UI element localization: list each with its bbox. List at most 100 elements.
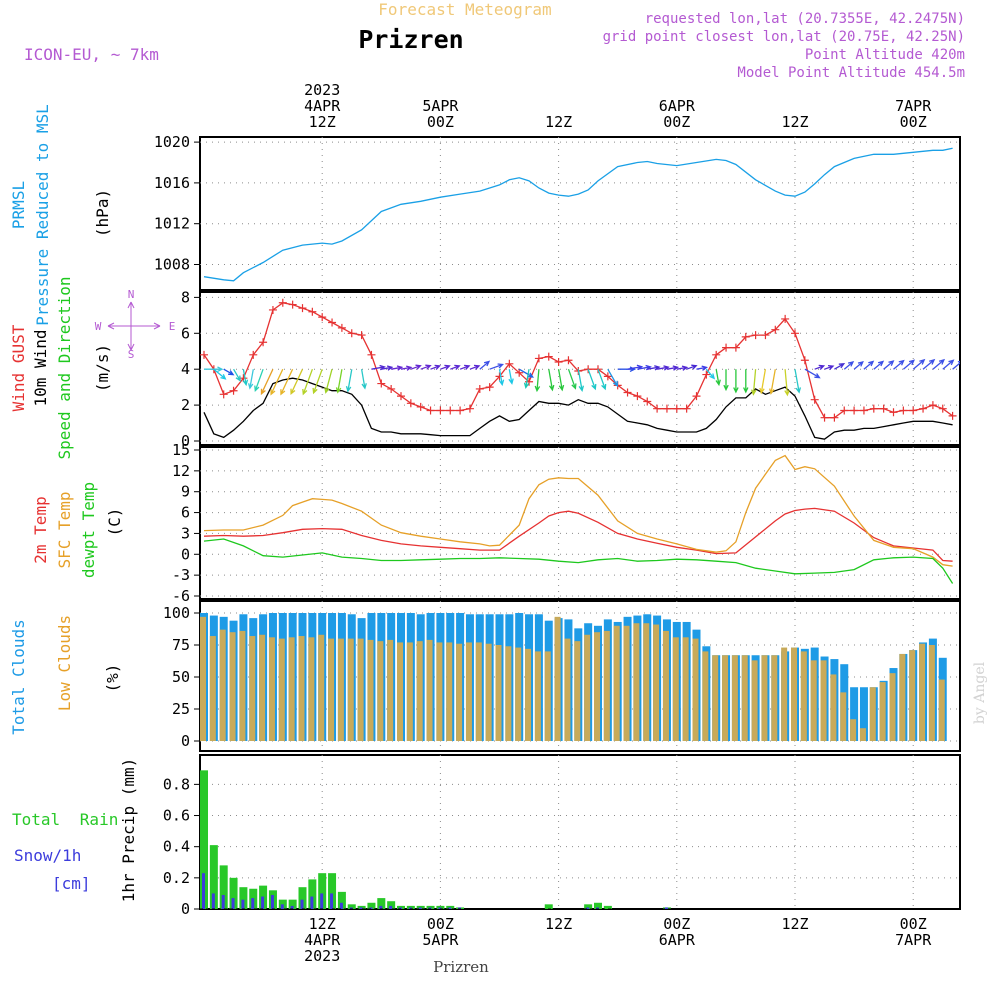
low-cloud-bar xyxy=(456,643,463,741)
low-cloud-bar xyxy=(554,616,561,741)
rain-bar xyxy=(337,891,346,909)
snow-bar xyxy=(664,907,668,909)
rain-bar xyxy=(387,901,396,909)
precip-side-labels: 1hr Precip (mm) Total Rain Snow/1h [cm] xyxy=(12,758,138,903)
gust-marker xyxy=(387,384,396,393)
gust-marker xyxy=(938,404,947,413)
gust-marker xyxy=(840,406,849,415)
low-cloud-bar xyxy=(653,624,660,741)
top-time-label: 12Z xyxy=(309,113,336,131)
low-cloud-bar xyxy=(662,630,669,741)
gust-marker xyxy=(259,338,268,347)
celsius-unit-label: (C) xyxy=(105,508,124,537)
wind-direction-arrow xyxy=(410,364,422,370)
low-cloud-bar xyxy=(574,641,581,741)
low-cloud-bar xyxy=(465,642,472,741)
pressure-panel: 1008 1012 1016 1020 xyxy=(154,133,961,291)
compass-w: W xyxy=(95,320,102,333)
y-tick-label: 0.2 xyxy=(163,869,190,887)
wind-direction-arrow xyxy=(430,364,442,370)
low-cloud-bar xyxy=(919,643,926,741)
wind-direction-arrow xyxy=(489,363,505,370)
wind-direction-arrow xyxy=(705,368,716,380)
temp-side-labels: 2m Temp SFC Temp dewpt Temp (C) xyxy=(31,482,124,578)
wind-direction-arrow xyxy=(508,369,514,385)
snow-bar xyxy=(339,902,343,909)
pressure-reduced-label: Pressure Reduced to MSL xyxy=(33,104,52,326)
snow-label: Snow/1h xyxy=(14,846,81,865)
low-cloud-bar xyxy=(613,625,620,741)
snow-bar xyxy=(428,907,432,909)
wind-direction-arrow xyxy=(932,358,946,370)
low-cloud-bar xyxy=(722,655,729,741)
y-tick-label: 12 xyxy=(172,462,190,480)
wind-direction-arrow xyxy=(479,360,491,370)
bottom-time-label: 12Z xyxy=(545,915,572,933)
gust-marker xyxy=(672,404,681,413)
wind-direction-arrow xyxy=(834,363,846,370)
low-cloud-bar xyxy=(347,638,354,741)
wind-side-labels: Wind GUST 10m Wind Speed and Direction (… xyxy=(9,276,175,459)
low-cloud-bar xyxy=(249,636,256,741)
gust-marker xyxy=(791,329,799,338)
low-cloud-bar xyxy=(436,642,443,741)
wind-direction-arrow xyxy=(759,369,767,395)
low-cloud-bar xyxy=(643,623,650,741)
pressure-side-labels: PRMSL Pressure Reduced to MSL (hPa) xyxy=(9,104,112,326)
gust-marker xyxy=(534,354,543,363)
gust-marker xyxy=(308,307,317,316)
gust-marker xyxy=(554,358,563,367)
low-cloud-bar xyxy=(446,642,453,741)
precip-panel: 0 0.2 0.4 0.6 0.8 xyxy=(163,754,961,918)
low-cloud-bar xyxy=(909,650,916,741)
wind-direction-arrow xyxy=(607,368,619,388)
gust-marker xyxy=(653,404,662,413)
compass-n: N xyxy=(128,288,135,301)
y-tick-label: 0.8 xyxy=(163,775,190,793)
y-tick-label: 6 xyxy=(181,504,190,522)
compass-rose: N S W E xyxy=(95,288,176,361)
gust-marker xyxy=(702,370,711,379)
gust-marker xyxy=(377,379,386,388)
gust-marker xyxy=(446,406,455,415)
top-time-label: 2023 xyxy=(304,81,340,99)
snow-bar xyxy=(320,893,324,909)
y-tick-label: -6 xyxy=(172,587,190,605)
wind-direction-arrow xyxy=(723,369,729,392)
gust-marker xyxy=(909,406,918,415)
rain-bar xyxy=(200,770,208,909)
low-cloud-bar xyxy=(603,630,610,741)
low-cloud-bar xyxy=(318,634,325,741)
cm-unit-label: [cm] xyxy=(52,874,91,893)
low-cloud-bar xyxy=(899,653,906,741)
low-cloud-bar xyxy=(850,719,857,741)
wind-direction-arrow xyxy=(715,369,721,387)
snow-bar xyxy=(389,905,393,909)
y-tick-label: 6 xyxy=(181,324,190,342)
low-cloud-bar xyxy=(397,642,403,741)
rain-bar xyxy=(229,877,238,909)
compass-s: S xyxy=(128,348,135,361)
wind-direction-arrow xyxy=(469,364,481,370)
low-cloud-bar xyxy=(416,641,423,741)
wind-direction-arrow xyxy=(902,359,916,370)
snow-bar xyxy=(202,873,205,909)
wind-direction-arrow xyxy=(696,365,708,371)
top-time-label: 7APR xyxy=(895,97,932,115)
gust-marker xyxy=(712,350,721,359)
y-tick-label: 8 xyxy=(181,288,190,306)
wind-direction-arrow xyxy=(280,368,294,396)
low-cloud-bar xyxy=(731,655,738,741)
rain-bar xyxy=(544,904,553,909)
wind-direction-arrow xyxy=(750,369,757,396)
low-cloud-bar xyxy=(298,636,305,741)
wind-direction-arrow xyxy=(853,360,864,370)
dewpoint-line xyxy=(203,538,954,584)
wind-direction-arrow xyxy=(784,369,790,397)
low-cloud-bar xyxy=(938,679,945,741)
wind-direction-arrow xyxy=(233,368,241,382)
wind-direction-arrow xyxy=(548,369,555,392)
wind-direction-arrow xyxy=(360,369,367,390)
low-cloud-bar xyxy=(682,637,689,741)
